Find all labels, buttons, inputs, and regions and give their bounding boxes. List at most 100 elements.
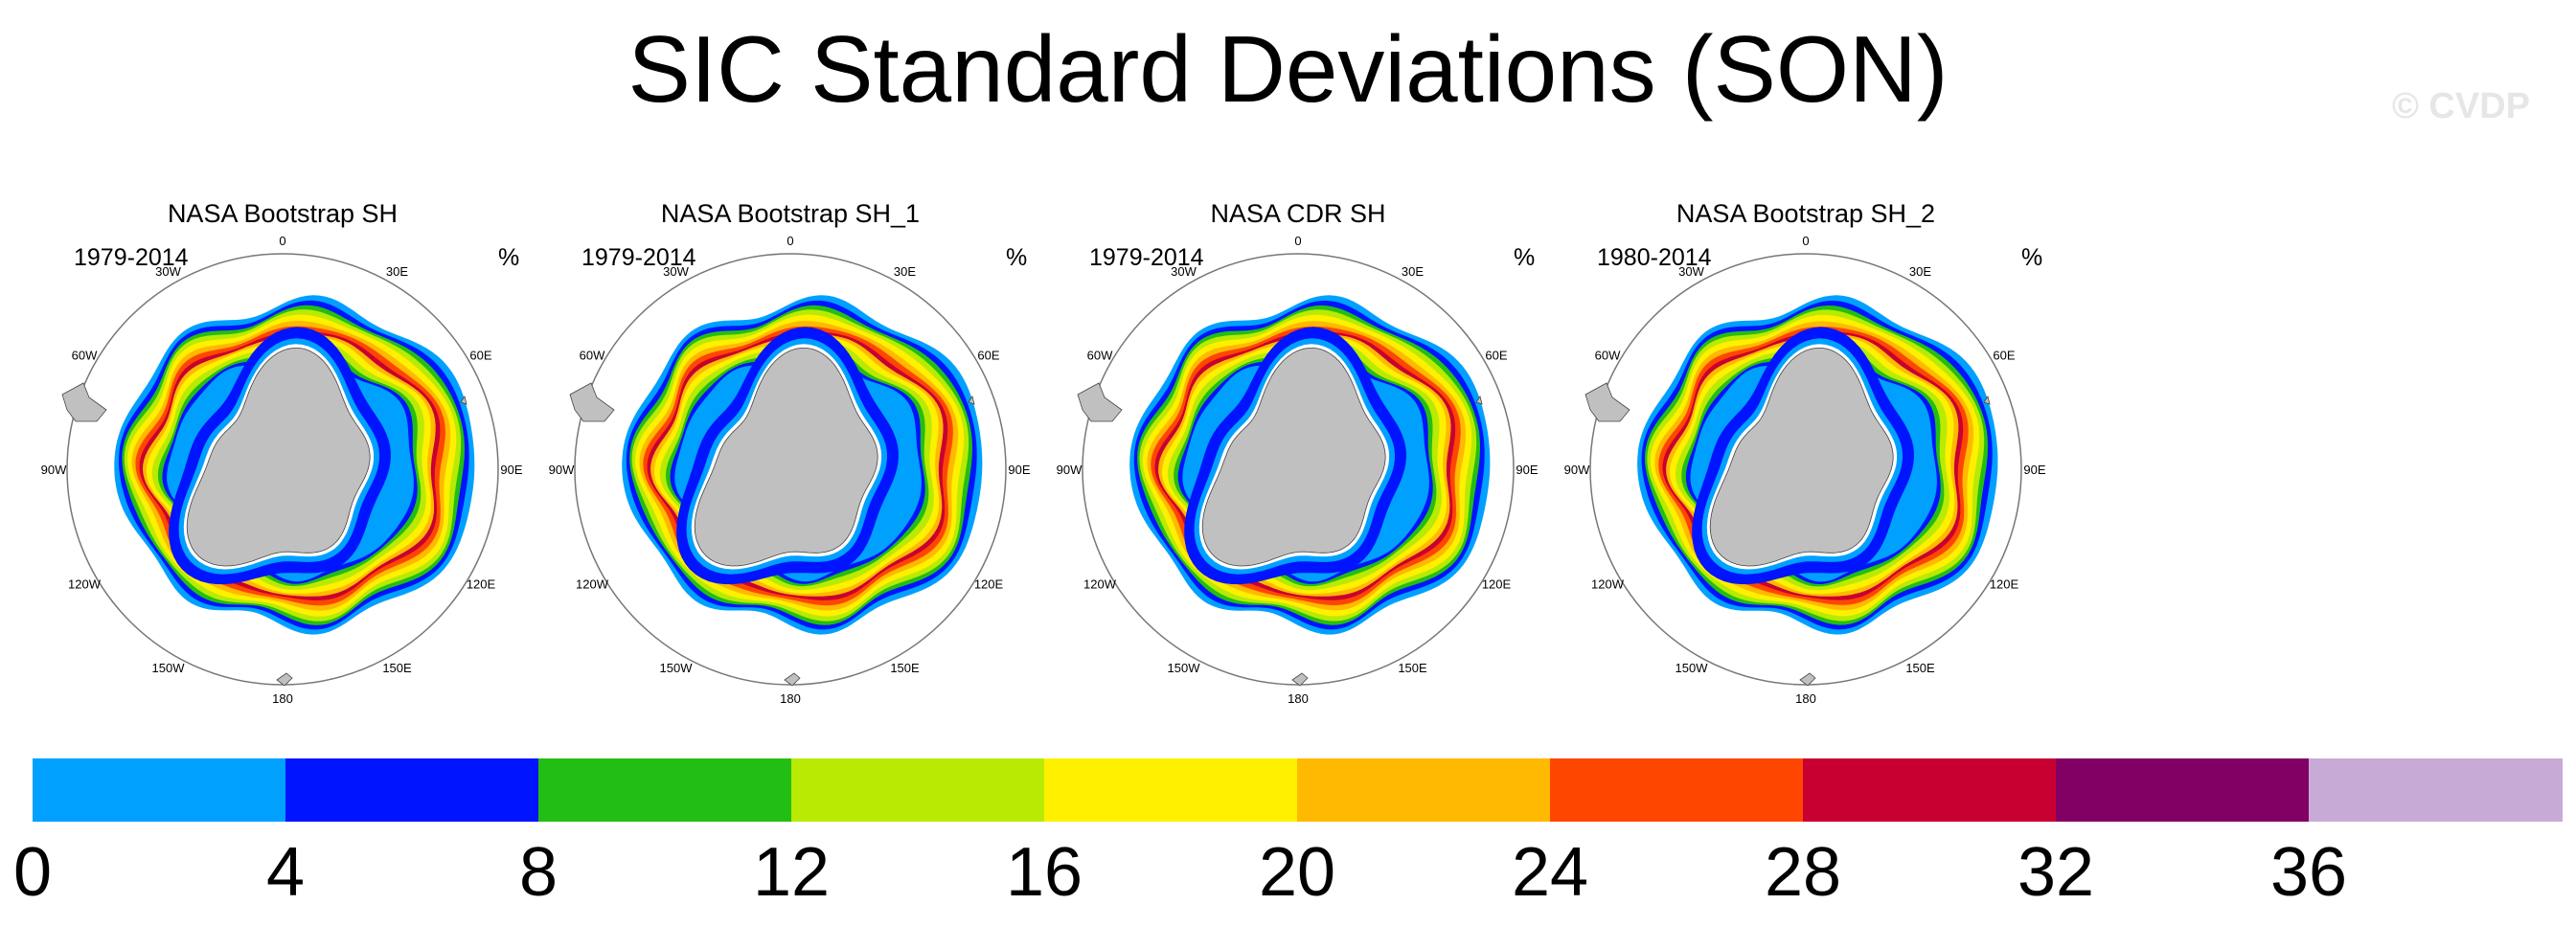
longitude-label: 180 <box>272 691 293 706</box>
new-zealand-landmass <box>1799 672 1816 687</box>
longitude-label: 120W <box>1083 577 1117 592</box>
polar-stereographic-map: 0 30E 60E 90E 120E 150E 180 150W 120W 90W 60W 30W <box>1564 234 2046 706</box>
longitude-label: 120W <box>576 577 609 592</box>
longitude-label: 30W <box>155 264 181 279</box>
longitude-label: 30E <box>894 264 916 279</box>
colorbar-box <box>2309 758 2563 822</box>
longitude-label: 150E <box>1905 661 1935 675</box>
longitude-label: 30E <box>1402 264 1424 279</box>
polar-stereographic-map: 0 30E 60E 90E 120E 150E 180 150W 120W 90W 60W 30W <box>1057 234 1539 706</box>
longitude-label: 30W <box>1678 264 1704 279</box>
colorbar-box <box>538 758 792 822</box>
panel-period: 1979-2014 <box>1089 244 1204 271</box>
antarctica-landmass <box>694 348 878 567</box>
longitude-label: 0 <box>1802 234 1809 248</box>
longitude-label: 180 <box>1795 691 1816 706</box>
longitude-label: 60W <box>580 349 605 363</box>
antarctica-landmass <box>1201 348 1386 567</box>
longitude-label: 150W <box>1676 661 1709 675</box>
colorbar-tick-label: 8 <box>518 834 559 911</box>
colorbar-box <box>2056 758 2310 822</box>
map-panel: 0 30E 60E 90E 120E 150E 180 150W 120W 90W 60W 30W NA… <box>34 192 532 728</box>
longitude-label: 30E <box>1909 264 1931 279</box>
longitude-label: 90E <box>2023 463 2045 477</box>
longitude-label: 90E <box>1008 463 1030 477</box>
figure-title: SIC Standard Deviations (SON) <box>627 16 1949 122</box>
colorbar-tick-label: 36 <box>2269 834 2348 911</box>
panel-units: % <box>2021 244 2043 271</box>
colorbar-tick-label: 24 <box>1511 834 1589 911</box>
colorbar-tick-label: 28 <box>1764 834 1842 911</box>
south-america-landmass <box>1077 382 1123 422</box>
colorbar-box <box>791 758 1045 822</box>
longitude-label: 30W <box>1171 264 1197 279</box>
panel-units: % <box>498 244 520 271</box>
longitude-label: 120W <box>1591 577 1625 592</box>
antarctica-landmass <box>186 348 371 567</box>
kerguelen-island <box>1475 396 1483 405</box>
longitude-label: 90E <box>1516 463 1538 477</box>
longitude-label: 90W <box>549 463 575 477</box>
colorbar-tick-label: 20 <box>1258 834 1336 911</box>
longitude-label: 150W <box>152 661 186 675</box>
polar-stereographic-map: 0 30E 60E 90E 120E 150E 180 150W 120W 90W 60W 30W <box>41 234 523 706</box>
colorbar-tick-label: 32 <box>2017 834 2095 911</box>
colorbar-box <box>1297 758 1551 822</box>
colorbar-box <box>1803 758 2057 822</box>
longitude-label: 150E <box>890 661 920 675</box>
colorbar-tick-label: 16 <box>1005 834 1083 911</box>
longitude-label: 180 <box>1288 691 1309 706</box>
longitude-label: 180 <box>780 691 801 706</box>
panel-title: NASA Bootstrap SH_1 <box>660 199 921 228</box>
longitude-label: 150W <box>660 661 694 675</box>
longitude-label: 0 <box>786 234 793 248</box>
longitude-label: 60E <box>1485 349 1507 363</box>
south-america-landmass <box>569 382 615 422</box>
longitude-label: 30W <box>663 264 689 279</box>
longitude-label: 0 <box>1294 234 1301 248</box>
longitude-label: 30E <box>386 264 408 279</box>
new-zealand-landmass <box>1291 672 1309 687</box>
longitude-label: 60E <box>1993 349 2015 363</box>
longitude-label: 60E <box>469 349 491 363</box>
colorbar-box <box>1044 758 1298 822</box>
longitude-label: 60W <box>72 349 98 363</box>
antarctica-landmass <box>1709 348 1894 567</box>
longitude-label: 150E <box>1398 661 1427 675</box>
longitude-label: 120E <box>1482 577 1512 592</box>
longitude-label: 150E <box>382 661 412 675</box>
panel-units: % <box>1514 244 1536 271</box>
kerguelen-island <box>968 396 975 405</box>
longitude-label: 90E <box>500 463 522 477</box>
longitude-label: 120W <box>68 577 102 592</box>
panel-units: % <box>1006 244 1028 271</box>
longitude-label: 60W <box>1595 349 1621 363</box>
panel-title: NASA Bootstrap SH_2 <box>1676 199 1936 228</box>
longitude-label: 0 <box>279 234 285 248</box>
colorbar <box>33 758 2563 822</box>
cvdp-watermark: © CVDP <box>2391 86 2530 126</box>
map-panel: 0 30E 60E 90E 120E 150E 180 150W 120W 90W 60W 30W NA… <box>541 192 1039 728</box>
colorbar-tick-label: 12 <box>752 834 831 911</box>
longitude-label: 60W <box>1087 349 1113 363</box>
colorbar-box <box>285 758 539 822</box>
longitude-label: 120E <box>974 577 1004 592</box>
map-panel: 0 30E 60E 90E 120E 150E 180 150W 120W 90W 60W 30W NA… <box>1557 192 2055 728</box>
kerguelen-island <box>460 396 467 405</box>
longitude-label: 150W <box>1168 661 1201 675</box>
longitude-label: 60E <box>977 349 999 363</box>
colorbar-box <box>33 758 286 822</box>
longitude-label: 90W <box>1564 463 1590 477</box>
panel-period: 1979-2014 <box>581 244 696 271</box>
south-america-landmass <box>1584 382 1630 422</box>
longitude-label: 90W <box>41 463 67 477</box>
colorbar-box <box>1550 758 1804 822</box>
panel-title: NASA Bootstrap SH <box>167 199 399 228</box>
panel-period: 1979-2014 <box>74 244 189 271</box>
colorbar-tick-label: 4 <box>265 834 306 911</box>
longitude-label: 120E <box>467 577 496 592</box>
panel-period: 1980-2014 <box>1597 244 1712 271</box>
new-zealand-landmass <box>276 672 293 687</box>
kerguelen-island <box>1983 396 1991 405</box>
panel-title: NASA CDR SH <box>1210 199 1386 228</box>
